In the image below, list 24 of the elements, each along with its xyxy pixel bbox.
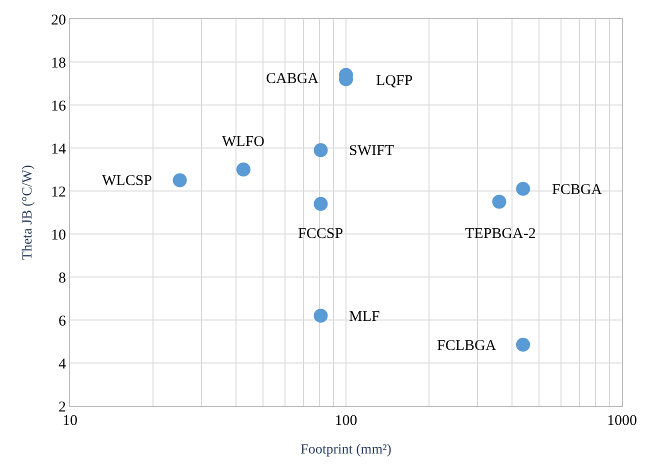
- annotation: FCBGA: [552, 182, 602, 198]
- y-tick-label: 18: [51, 55, 66, 72]
- annotation: CABGA: [266, 71, 319, 87]
- y-tick-label: 16: [51, 98, 66, 114]
- annotation: FCCSP: [298, 226, 344, 242]
- y-tick-label: 4: [58, 356, 66, 372]
- annotation: SWIFT: [349, 143, 394, 159]
- y-tick-label: 20: [51, 12, 66, 28]
- annotation: TEPBGA-2: [465, 226, 536, 242]
- y-tick-label: 6: [58, 313, 66, 330]
- y-tick-label: 14: [51, 141, 66, 158]
- y-tick-label: 2: [58, 399, 66, 416]
- annotation: WLCSP: [102, 173, 152, 189]
- y-axis-title: Theta JB (°C/W): [20, 164, 36, 260]
- y-tick-label: 12: [51, 184, 66, 200]
- y-tick-label: 8: [58, 270, 66, 286]
- x-axis-title: Footprint (mm²): [300, 442, 392, 458]
- x-tick-label: 100: [334, 413, 358, 429]
- x-tick-label: 1000: [607, 413, 637, 429]
- annotation: MLF: [349, 309, 380, 325]
- annotation: FCLBGA: [437, 338, 496, 354]
- y-tick-label: 10: [51, 227, 66, 244]
- annotation: WLFO: [222, 134, 265, 150]
- annotation: LQFP: [376, 73, 413, 89]
